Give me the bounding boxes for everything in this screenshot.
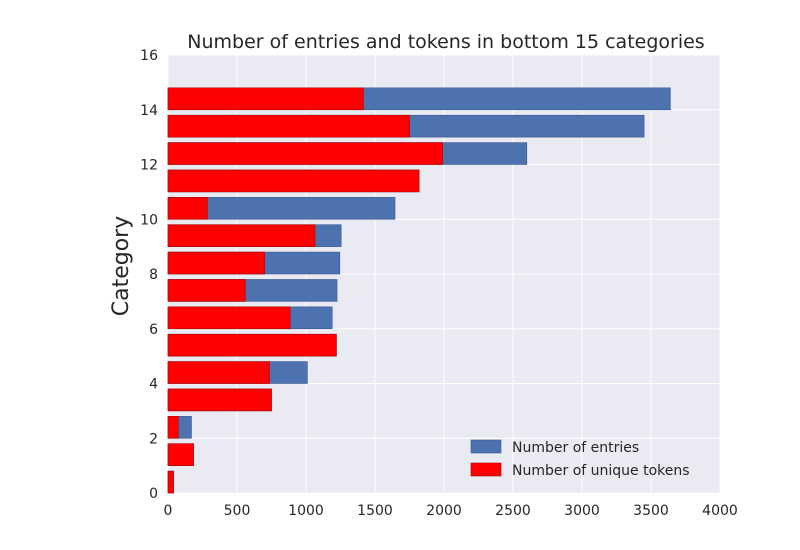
bar-unique-tokens bbox=[167, 333, 337, 357]
x-tick-label: 2000 bbox=[426, 503, 462, 519]
bar-unique-tokens bbox=[167, 416, 179, 439]
x-tick-labels: 0 500 1000 1500 2000 2500 3000 3500 4000 bbox=[164, 503, 738, 519]
y-tick-label: 4 bbox=[149, 377, 158, 393]
bar-unique-tokens bbox=[167, 306, 291, 330]
y-tick-label: 16 bbox=[140, 48, 158, 64]
bars bbox=[167, 87, 671, 494]
bar-unique-tokens bbox=[167, 388, 272, 412]
x-tick-label: 3000 bbox=[564, 503, 600, 519]
y-tick-label: 14 bbox=[140, 103, 158, 119]
bar-unique-tokens bbox=[167, 87, 364, 111]
x-tick-label: 1500 bbox=[357, 503, 393, 519]
y-tick-label: 2 bbox=[149, 431, 158, 447]
y-tick-label: 6 bbox=[149, 322, 158, 338]
bar-unique-tokens bbox=[167, 361, 270, 384]
bar-unique-tokens bbox=[167, 169, 420, 193]
legend-label-entries: Number of entries bbox=[512, 440, 639, 456]
y-tick-label: 10 bbox=[140, 212, 158, 228]
legend-swatch-tokens bbox=[470, 462, 502, 477]
x-tick-label: 500 bbox=[224, 503, 251, 519]
bar-unique-tokens bbox=[167, 443, 194, 466]
legend-swatch-entries bbox=[470, 439, 502, 454]
y-axis-label: Category bbox=[109, 216, 134, 317]
y-tick-label: 12 bbox=[140, 158, 158, 174]
bar-unique-tokens bbox=[167, 251, 265, 275]
bar-unique-tokens bbox=[167, 142, 443, 165]
x-tick-label: 2500 bbox=[495, 503, 531, 519]
bar-unique-tokens bbox=[167, 470, 174, 494]
y-tick-label: 8 bbox=[149, 267, 158, 283]
x-tick-label: 0 bbox=[164, 503, 173, 519]
y-tick-labels: 0 2 4 6 8 10 12 14 16 bbox=[140, 48, 158, 502]
bar-unique-tokens bbox=[167, 197, 208, 220]
x-tick-label: 1000 bbox=[288, 503, 324, 519]
bar-unique-tokens bbox=[167, 279, 246, 302]
bar-unique-tokens bbox=[167, 224, 316, 247]
legend: Number of entries Number of unique token… bbox=[470, 439, 690, 479]
x-tick-label: 3500 bbox=[633, 503, 669, 519]
legend-label-tokens: Number of unique tokens bbox=[512, 463, 690, 479]
y-tick-label: 0 bbox=[149, 486, 158, 502]
bar-unique-tokens bbox=[167, 114, 410, 138]
chart-title: Number of entries and tokens in bottom 1… bbox=[187, 31, 704, 53]
x-tick-label: 4000 bbox=[702, 503, 738, 519]
